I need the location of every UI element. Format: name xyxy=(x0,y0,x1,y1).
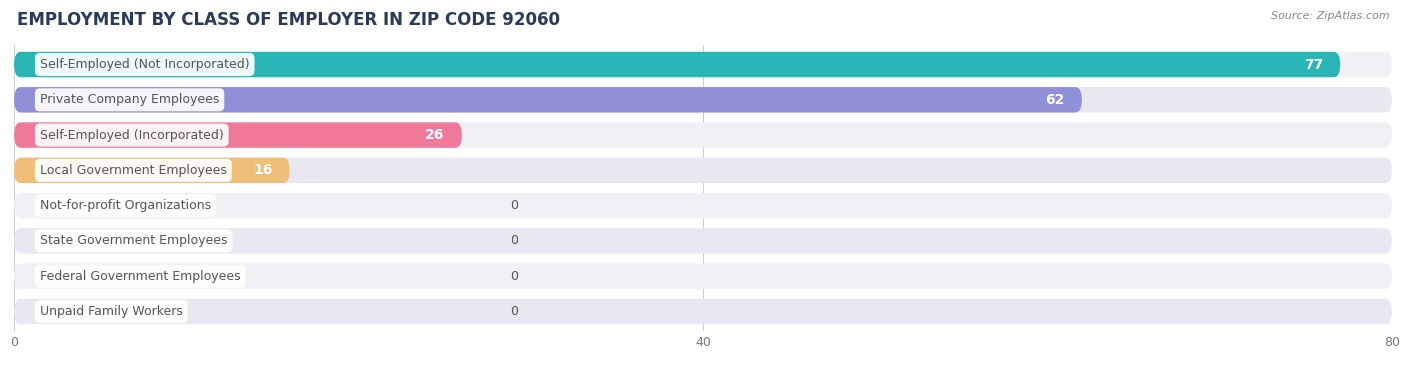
Text: Self-Employed (Not Incorporated): Self-Employed (Not Incorporated) xyxy=(39,58,249,71)
Text: 0: 0 xyxy=(510,234,517,247)
FancyBboxPatch shape xyxy=(14,299,1392,324)
Text: Source: ZipAtlas.com: Source: ZipAtlas.com xyxy=(1271,11,1389,21)
FancyBboxPatch shape xyxy=(14,264,1392,289)
FancyBboxPatch shape xyxy=(14,122,463,148)
Text: Unpaid Family Workers: Unpaid Family Workers xyxy=(39,305,183,318)
FancyBboxPatch shape xyxy=(14,158,1392,183)
Text: Federal Government Employees: Federal Government Employees xyxy=(39,270,240,283)
FancyBboxPatch shape xyxy=(14,228,1392,254)
Text: 16: 16 xyxy=(253,163,273,177)
FancyBboxPatch shape xyxy=(14,52,1340,77)
Text: 62: 62 xyxy=(1045,93,1064,107)
Text: Local Government Employees: Local Government Employees xyxy=(39,164,226,177)
Text: Self-Employed (Incorporated): Self-Employed (Incorporated) xyxy=(39,129,224,142)
FancyBboxPatch shape xyxy=(14,122,1392,148)
FancyBboxPatch shape xyxy=(14,87,1392,112)
FancyBboxPatch shape xyxy=(14,52,1392,77)
Text: Not-for-profit Organizations: Not-for-profit Organizations xyxy=(39,199,211,212)
FancyBboxPatch shape xyxy=(14,158,290,183)
Text: 0: 0 xyxy=(510,305,517,318)
Text: State Government Employees: State Government Employees xyxy=(39,234,228,247)
Text: 0: 0 xyxy=(510,199,517,212)
Text: EMPLOYMENT BY CLASS OF EMPLOYER IN ZIP CODE 92060: EMPLOYMENT BY CLASS OF EMPLOYER IN ZIP C… xyxy=(17,11,560,29)
FancyBboxPatch shape xyxy=(14,193,1392,218)
Text: Private Company Employees: Private Company Employees xyxy=(39,93,219,106)
Text: 77: 77 xyxy=(1303,58,1323,71)
FancyBboxPatch shape xyxy=(14,87,1083,112)
Text: 0: 0 xyxy=(510,270,517,283)
Text: 26: 26 xyxy=(425,128,444,142)
